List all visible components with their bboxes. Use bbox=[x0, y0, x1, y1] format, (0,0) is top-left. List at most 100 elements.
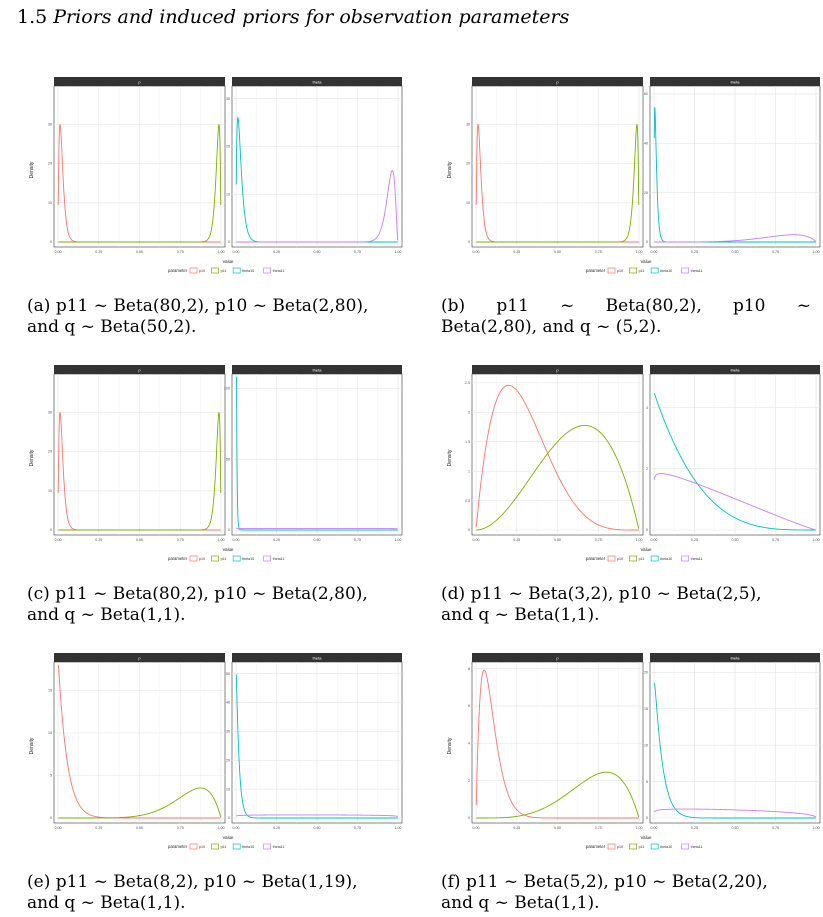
caption-text: and q ~ Beta(1,1). bbox=[441, 605, 600, 625]
legend-key-theta11 bbox=[263, 843, 271, 850]
legend-title: parameter bbox=[168, 844, 188, 849]
x-tick-label: 0.75 bbox=[772, 538, 779, 542]
legend: parameter p10 p11 theta10 theta11 bbox=[168, 843, 285, 850]
density-curve-p10 bbox=[57, 664, 221, 819]
caption-line: and q ~ Beta(50,2). bbox=[27, 317, 397, 338]
legend-key-p11 bbox=[211, 267, 219, 274]
x-axis-label: Value bbox=[641, 835, 652, 840]
legend-key-theta10 bbox=[650, 267, 659, 274]
legend-key-theta11 bbox=[263, 555, 271, 562]
caption-b: (b) p11 ~ Beta(80,2), p10 ~ Beta(2,80), a… bbox=[441, 296, 811, 338]
x-tick-label: 0.50 bbox=[314, 250, 321, 254]
chart-svg: Density p 0.00 0.25 0.50 0.75 1.00 0 10 20 30 theta… bbox=[29, 365, 403, 562]
caption-text: Beta(2,80), and q ~ (5,2). bbox=[441, 317, 662, 337]
density-curve-theta11 bbox=[653, 473, 816, 531]
facet-strip-label: theta bbox=[731, 367, 741, 372]
y-tick-label: 6 bbox=[468, 704, 470, 708]
x-tick-label: 0.00 bbox=[233, 826, 240, 830]
y-tick-label: 0 bbox=[228, 240, 230, 244]
caption-line: (b) p11 ~ Beta(80,2), p10 ~ bbox=[441, 296, 811, 317]
density-curve-p10 bbox=[475, 669, 639, 819]
x-tick-label: 0.50 bbox=[554, 538, 561, 542]
x-tick-label: 0.50 bbox=[732, 826, 739, 830]
x-axis-label: Value bbox=[641, 547, 652, 552]
caption-text: and q ~ Beta(1,1). bbox=[27, 605, 186, 625]
y-tick-label: 15 bbox=[48, 689, 52, 693]
x-tick-label: 0.00 bbox=[55, 250, 62, 254]
x-tick-label: 0.00 bbox=[473, 538, 480, 542]
legend-label-p10: p10 bbox=[617, 557, 623, 561]
y-tick-label: 0 bbox=[228, 816, 230, 820]
caption-line: (c) p11 ~ Beta(80,2), p10 ~ Beta(2,80), bbox=[27, 584, 397, 605]
facet-strip-label: theta bbox=[313, 655, 323, 660]
caption-text: p11 ~ Beta(8,2), p10 ~ Beta(1,19), bbox=[55, 872, 358, 892]
y-tick-label: 0 bbox=[50, 816, 52, 820]
y-tick-label: 10 bbox=[48, 731, 52, 735]
y-tick-label: 0 bbox=[50, 528, 52, 532]
x-tick-label: 0.75 bbox=[772, 826, 779, 830]
legend-key-theta10 bbox=[650, 843, 659, 850]
caption-tag: (a) bbox=[27, 296, 56, 316]
y-axis-label: Density bbox=[29, 449, 35, 466]
facet-strip-label: theta bbox=[731, 79, 741, 84]
caption-line: (a) p11 ~ Beta(80,2), p10 ~ Beta(2,80), bbox=[27, 296, 397, 317]
x-tick-label: 0.75 bbox=[354, 250, 361, 254]
legend-title: parameter bbox=[586, 556, 606, 561]
caption-f: (f) p11 ~ Beta(5,2), p10 ~ Beta(2,20), an… bbox=[441, 872, 811, 914]
x-tick-label: 0.25 bbox=[691, 538, 698, 542]
x-tick-label: 1.00 bbox=[636, 538, 643, 542]
legend-key-p11 bbox=[211, 555, 219, 562]
y-tick-label: 20 bbox=[466, 162, 470, 166]
legend-label-p11: p11 bbox=[221, 845, 227, 849]
y-tick-label: 2 bbox=[646, 467, 648, 471]
y-tick-label: 10 bbox=[48, 201, 52, 205]
x-tick-label: 0.75 bbox=[772, 250, 779, 254]
x-tick-label: 1.00 bbox=[813, 538, 820, 542]
density-curve-p10 bbox=[475, 384, 639, 531]
legend-label-p11: p11 bbox=[221, 557, 227, 561]
x-tick-label: 0.25 bbox=[273, 826, 280, 830]
x-tick-label: 0.00 bbox=[233, 538, 240, 542]
facet-strip bbox=[232, 365, 402, 374]
facet-strip bbox=[472, 77, 643, 86]
legend-label-theta11: theta11 bbox=[273, 269, 285, 273]
legend-key-p10 bbox=[189, 555, 198, 562]
legend-label-p10: p10 bbox=[199, 269, 205, 273]
legend-label-theta10: theta10 bbox=[242, 269, 254, 273]
facet-strip-label: p bbox=[138, 367, 141, 372]
legend-label-theta11: theta11 bbox=[273, 845, 285, 849]
facet-strip bbox=[54, 653, 225, 662]
facet-strip bbox=[650, 365, 820, 374]
density-curve-p11 bbox=[476, 424, 640, 531]
facet-strip bbox=[472, 653, 643, 662]
y-tick-label: 0 bbox=[646, 240, 648, 244]
caption-text: p11 ~ Beta(80,2), p10 ~ bbox=[496, 296, 811, 316]
caption-line: (d) p11 ~ Beta(3,2), p10 ~ Beta(2,5), bbox=[441, 584, 811, 605]
section-heading: 1.5 Priors and induced priors for observ… bbox=[17, 6, 569, 28]
y-tick-label: 100 bbox=[224, 387, 230, 391]
x-tick-label: 0.00 bbox=[473, 826, 480, 830]
caption-tag: (b) bbox=[441, 296, 497, 316]
legend-label-theta10: theta10 bbox=[242, 845, 254, 849]
y-tick-label: 4 bbox=[468, 742, 470, 746]
x-tick-label: 1.00 bbox=[395, 250, 402, 254]
x-tick-label: 0.50 bbox=[554, 826, 561, 830]
x-tick-label: 0.75 bbox=[354, 538, 361, 542]
y-axis-label: Density bbox=[447, 737, 453, 754]
x-tick-label: 0.75 bbox=[354, 826, 361, 830]
legend-title: parameter bbox=[586, 844, 606, 849]
x-tick-label: 0.25 bbox=[691, 826, 698, 830]
density-curve-p11 bbox=[58, 412, 222, 531]
y-tick-label: 1.5 bbox=[465, 440, 470, 444]
caption-line: (f) p11 ~ Beta(5,2), p10 ~ Beta(2,20), bbox=[441, 872, 811, 893]
x-tick-label: 1.00 bbox=[813, 826, 820, 830]
legend-label-theta11: theta11 bbox=[691, 845, 703, 849]
y-axis-label: Density bbox=[29, 737, 35, 754]
legend-label-p11: p11 bbox=[639, 845, 645, 849]
legend-label-p11: p11 bbox=[639, 557, 645, 561]
caption-line: and q ~ Beta(1,1). bbox=[441, 893, 811, 914]
legend-key-theta11 bbox=[681, 267, 689, 274]
caption-line: Beta(2,80), and q ~ (5,2). bbox=[441, 317, 811, 338]
caption-text: and q ~ Beta(1,1). bbox=[441, 893, 600, 913]
chart-svg: Density p 0.00 0.25 0.50 0.75 1.00 0 0.5 1 1.5 2 2.5… bbox=[447, 365, 821, 562]
